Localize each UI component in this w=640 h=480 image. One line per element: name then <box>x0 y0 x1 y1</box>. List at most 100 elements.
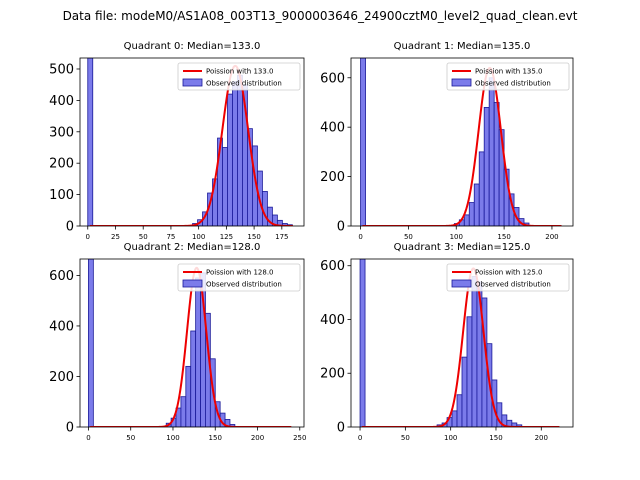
quadrant-3-axes-frame <box>350 258 574 428</box>
quadrant-3-y-tick-label: 0 <box>337 421 345 436</box>
quadrant-0-x-tick-label: 150 <box>247 233 260 241</box>
quadrant-0-y-tick-label: 300 <box>49 125 74 140</box>
quadrant-2-x-tick-label: 50 <box>126 434 135 442</box>
quadrant-3-legend-bar-swatch <box>451 279 472 288</box>
quadrant-1-panel: 0 50 100 150 200 0 200 400 600 Quadrant 1: Median… <box>320 41 574 241</box>
quadrant-2-axes-frame <box>79 258 305 428</box>
quadrant-2-legend-bars-label: Observed distribution <box>206 281 282 289</box>
quadrant-1-poisson-curve <box>362 66 562 226</box>
quadrant-1-legend-bars-label: Observed distribution <box>475 80 551 88</box>
quadrant-2-x-tick-label: 100 <box>166 434 179 442</box>
quadrant-0-bar <box>237 74 243 226</box>
quadrant-0-x-tick-label: 0 <box>86 233 90 241</box>
quadrant-2-bar <box>185 365 192 427</box>
quadrant-3-legend-curve-label: Poission with 125.0 <box>475 269 543 277</box>
quadrant-3-bar <box>471 276 478 427</box>
quadrant-0-bar <box>232 81 238 226</box>
quadrant-0-y-tick-label: 400 <box>49 94 74 109</box>
quadrant-1-bar <box>493 102 500 226</box>
quadrant-3-y-tick-label: 200 <box>320 367 345 382</box>
quadrant-2-y-tick-label: 0 <box>66 421 74 436</box>
quadrant-3-y-tick-label: 400 <box>320 313 345 328</box>
quadrant-2-x-tick-label: 250 <box>293 434 306 442</box>
quadrant-1-bar <box>488 77 495 226</box>
quadrant-0-panel: 0 25 50 75 100 125 150 175 0 100 200 300 400 500 Quadr… <box>49 41 305 241</box>
quadrant-3-y-tick-label: 600 <box>320 259 345 274</box>
quadrant-0-legend-box <box>177 62 301 91</box>
quadrant-2-plot-area <box>88 259 292 427</box>
quadrant-2-y-tick-label: 400 <box>49 319 74 334</box>
quadrant-3-legend: Poission with 125.0 Observed distribution <box>446 263 570 292</box>
quadrant-0-y-tick-label: 100 <box>49 188 74 203</box>
quadrant-3-x-tick-label: 200 <box>535 434 548 442</box>
quadrant-0-y-tick-label: 0 <box>66 220 74 235</box>
quadrant-0-bar <box>87 58 94 226</box>
quadrant-3-x-tick-label: 50 <box>401 434 410 442</box>
quadrant-1-y-tick-label: 400 <box>320 121 345 136</box>
quadrant-3-panel: 0 50 100 150 200 0 200 400 600 Quadrant 3: Median… <box>320 242 574 442</box>
quadrant-1-y-tick-label: 200 <box>320 170 345 185</box>
quadrant-1-x-tick-label: 0 <box>358 233 362 241</box>
quadrant-0-legend: Poission with 133.0 Observed distribution <box>177 62 301 91</box>
quadrant-1-bar <box>360 58 366 226</box>
quadrant-2-bar <box>180 396 187 427</box>
quadrant-2-x-tick-label: 150 <box>209 434 222 442</box>
quadrant-3-legend-box <box>446 263 570 292</box>
quadrant-0-bar <box>227 93 233 226</box>
quadrant-2-legend-box <box>177 263 301 292</box>
quadrant-0-x-tick-label: 100 <box>192 233 205 241</box>
quadrant-1-bar <box>483 107 490 226</box>
quadrant-0-x-tick-label: 25 <box>111 233 120 241</box>
quadrant-3-title: Quadrant 3: Median=125.0 <box>394 242 531 253</box>
quadrant-2-bar <box>195 277 201 427</box>
quadrant-3-x-tick-label: 150 <box>489 434 502 442</box>
quadrant-1-x-tick-label: 50 <box>404 233 413 241</box>
quadrant-0-legend-curve-label: Poission with 133.0 <box>206 68 274 76</box>
quadrant-2-x-tick-label: 200 <box>251 434 264 442</box>
quadrant-2-legend: Poission with 128.0 Observed distribution <box>177 263 301 292</box>
quadrant-3-bar <box>461 356 468 427</box>
quadrant-2-y-tick-label: 200 <box>49 370 74 385</box>
quadrant-3-plot-area <box>359 259 560 427</box>
quadrant-1-bar <box>468 202 475 226</box>
quadrant-3-bar <box>451 410 458 427</box>
quadrant-1-x-tick-label: 150 <box>497 233 510 241</box>
quadrant-0-poisson-curve <box>89 64 293 226</box>
quadrant-1-title: Quadrant 1: Median=135.0 <box>394 41 531 52</box>
quadrant-0-x-tick-label: 75 <box>166 233 175 241</box>
quadrant-0-y-tick-label: 200 <box>49 157 74 172</box>
quadrant-3-legend-bars-label: Observed distribution <box>475 281 551 289</box>
quadrant-2-legend-bar-swatch <box>182 279 203 288</box>
quadrant-1-legend-bar-swatch <box>451 78 472 87</box>
quadrant-1-x-tick-label: 200 <box>545 233 558 241</box>
quadrant-1-legend: Poission with 135.0 Observed distribution <box>446 62 570 91</box>
quadrant-1-bar <box>463 214 470 226</box>
quadrant-2-y-tick-label: 600 <box>49 269 74 284</box>
quadrant-3-x-tick-label: 100 <box>444 434 457 442</box>
quadrant-1-axes-frame <box>350 57 574 227</box>
quadrant-0-axes-frame <box>79 57 305 227</box>
quadrant-2-legend-curve-label: Poission with 128.0 <box>206 269 274 277</box>
quadrant-2-bar <box>88 259 94 427</box>
quadrant-3-bar <box>359 259 366 427</box>
quadrant-2-title: Quadrant 2: Median=128.0 <box>124 242 261 253</box>
quadrant-0-x-tick-label: 50 <box>139 233 148 241</box>
quadrant-0-legend-bars-label: Observed distribution <box>206 80 282 88</box>
quadrant-1-y-tick-label: 600 <box>320 71 345 86</box>
quadrant-3-bar <box>466 316 473 427</box>
quadrant-0-x-tick-label: 125 <box>220 233 233 241</box>
quadrant-1-legend-box <box>446 62 570 91</box>
quadrant-0-legend-bar-swatch <box>182 78 203 87</box>
quadrant-2-bar <box>190 330 197 427</box>
quadrant-1-legend-curve-label: Poission with 135.0 <box>475 68 543 76</box>
quadrant-1-bar <box>473 183 480 226</box>
quadrant-2-x-tick-label: 0 <box>86 434 90 442</box>
quadrant-0-x-tick-label: 175 <box>275 233 288 241</box>
quadrant-1-y-tick-label: 0 <box>337 220 345 235</box>
quadrant-3-poisson-curve <box>361 267 560 427</box>
quadrant-0-y-tick-label: 500 <box>49 62 74 77</box>
quadrant-2-panel: 0 50 100 150 200 250 0 200 400 600 Quadrant 2: Med… <box>49 242 306 442</box>
quadrant-1-x-tick-label: 100 <box>450 233 463 241</box>
quadrant-3-bar <box>516 424 523 427</box>
